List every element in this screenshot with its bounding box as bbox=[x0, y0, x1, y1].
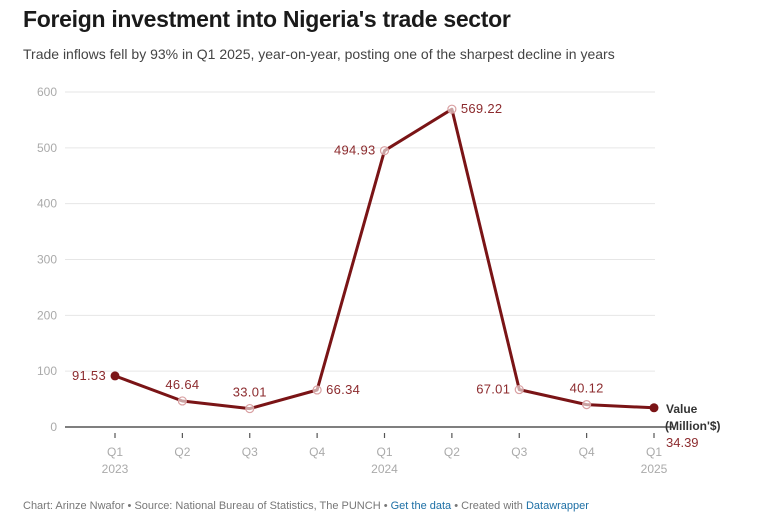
data-label: 569.22 bbox=[461, 101, 503, 116]
y-tick-label: 500 bbox=[37, 141, 57, 155]
data-point bbox=[447, 104, 457, 114]
data-point bbox=[379, 146, 390, 156]
y-tick-label: 600 bbox=[37, 85, 57, 99]
get-the-data-link[interactable]: Get the data bbox=[390, 500, 452, 512]
chart-title: Foreign investment into Nigeria's trade … bbox=[23, 6, 511, 32]
data-label: 33.01 bbox=[233, 385, 267, 400]
x-tick-label: Q1 bbox=[376, 445, 392, 459]
footer-separator: • bbox=[451, 500, 462, 512]
data-label: 66.34 bbox=[326, 382, 360, 397]
chart-footer: Chart: Arinze Nwafor • Source: National … bbox=[23, 500, 589, 512]
data-label: 40.12 bbox=[570, 381, 604, 396]
data-point bbox=[177, 396, 187, 406]
series-name-unit-label: (Million'$) bbox=[665, 419, 721, 433]
y-axis-ticks: 0 100 200 300 400 500 600 bbox=[37, 85, 57, 434]
data-point bbox=[110, 371, 120, 381]
footer-created-with: Created with bbox=[461, 500, 523, 512]
x-tick-label: Q1 bbox=[646, 445, 662, 459]
x-tick-label: Q1 bbox=[107, 445, 123, 459]
data-label: 494.93 bbox=[334, 143, 376, 158]
data-label: 91.53 bbox=[72, 368, 106, 383]
x-tick-label: Q4 bbox=[309, 445, 325, 459]
data-point bbox=[312, 385, 322, 395]
datawrapper-link[interactable]: Datawrapper bbox=[525, 500, 589, 512]
data-label: 67.01 bbox=[476, 382, 510, 397]
data-point bbox=[245, 403, 255, 414]
chart-subtitle: Trade inflows fell by 93% in Q1 2025, ye… bbox=[23, 46, 615, 62]
data-points bbox=[110, 104, 659, 414]
x-tick-label: Q4 bbox=[579, 445, 595, 459]
y-tick-label: 100 bbox=[37, 364, 57, 378]
y-tick-label: 300 bbox=[37, 253, 57, 267]
y-tick-label: 400 bbox=[37, 197, 57, 211]
footer-separator: • bbox=[124, 500, 135, 512]
grid-lines bbox=[65, 91, 655, 372]
x-tick-label: Q3 bbox=[242, 445, 258, 459]
footer-source: Source: National Bureau of Statistics, T… bbox=[134, 500, 381, 512]
y-tick-label: 0 bbox=[50, 420, 57, 434]
data-label: 46.64 bbox=[165, 377, 199, 392]
x-tick-year-label: 2023 bbox=[102, 462, 129, 476]
series-legend: Value (Million'$) 34.39 bbox=[665, 402, 721, 450]
data-point bbox=[514, 384, 524, 395]
footer-chart-by: Chart: Arinze Nwafor bbox=[23, 500, 125, 512]
series-name-label: Value bbox=[666, 402, 698, 416]
data-point bbox=[582, 399, 592, 410]
data-labels: 91.53 46.64 33.01 66.34 494.93 569.22 67.01 40.… bbox=[72, 101, 604, 400]
x-tick-label: Q2 bbox=[444, 445, 460, 459]
x-tick-label: Q2 bbox=[174, 445, 190, 459]
x-tick-year-label: 2025 bbox=[641, 462, 668, 476]
x-tick-year-label: 2024 bbox=[371, 462, 398, 476]
data-point bbox=[649, 403, 659, 413]
footer-separator: • bbox=[380, 500, 391, 512]
y-tick-label: 200 bbox=[37, 308, 57, 322]
line-chart: 0 100 200 300 400 500 600 Q1 2023 Q2 Q3 Q4 Q1 2024 Q2… bbox=[37, 85, 721, 476]
data-label: 34.39 bbox=[666, 435, 699, 450]
x-axis-ticks: Q1 2023 Q2 Q3 Q4 Q1 2024 Q2 Q3 Q4 Q1 2025 bbox=[102, 433, 668, 476]
x-tick-label: Q3 bbox=[511, 445, 527, 459]
